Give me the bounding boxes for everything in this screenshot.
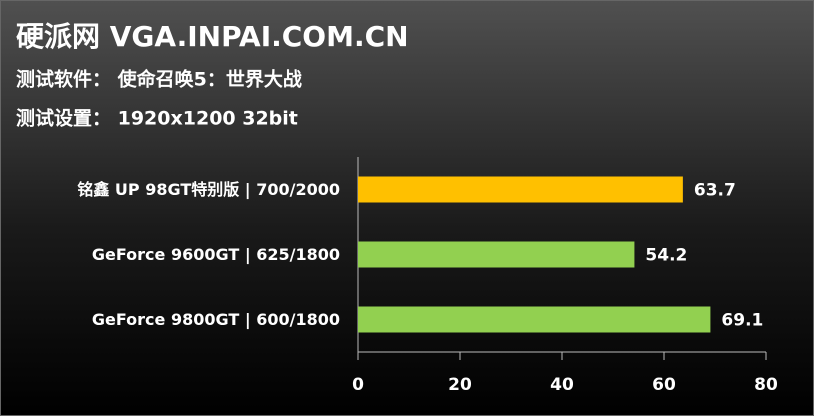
subtitle: 测试设置： 1920x1200 32bit (16, 108, 298, 130)
data-label: 69.1 (721, 311, 763, 331)
x-tick-label: 60 (652, 375, 676, 395)
subtitle: 测试软件： 使命召唤5：世界大战 (16, 68, 302, 91)
data-label: 63.7 (694, 181, 736, 201)
y-tick-label: GeForce 9600GT | 625/1800 (92, 245, 340, 265)
x-tick-label: 40 (550, 375, 574, 395)
bar (358, 176, 683, 203)
data-label: 54.2 (645, 246, 687, 266)
y-tick-label: 铭鑫 UP 98GT特别版 | 700/2000 (77, 180, 340, 200)
y-tick-label: GeForce 9800GT | 600/1800 (92, 310, 340, 330)
bar (358, 241, 635, 268)
x-tick-label: 0 (352, 375, 364, 395)
x-tick-label: 80 (754, 375, 778, 395)
x-tick-label: 20 (448, 375, 472, 395)
chart-title: 硬派网 VGA.INPAI.COM.CN (16, 20, 409, 53)
bar (358, 306, 711, 333)
